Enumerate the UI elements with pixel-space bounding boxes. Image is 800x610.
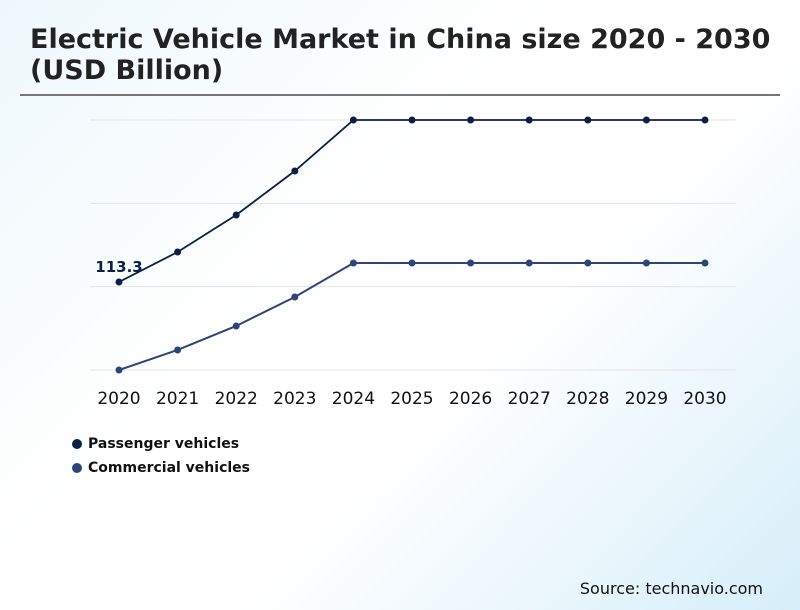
x-tick-label: 2027 xyxy=(508,389,551,409)
data-point xyxy=(525,259,533,267)
data-point xyxy=(642,116,650,124)
data-point xyxy=(174,248,182,256)
series-line-0 xyxy=(118,119,705,283)
data-point xyxy=(232,211,240,219)
data-point xyxy=(174,346,182,354)
x-tick-label: 2028 xyxy=(566,389,609,409)
x-tick-label: 2026 xyxy=(449,389,492,409)
legend-label: Passenger vehicles xyxy=(88,436,240,452)
legend-label: Commercial vehicles xyxy=(88,460,250,476)
x-tick-label: 2030 xyxy=(683,389,726,409)
x-tick-label: 2029 xyxy=(625,389,668,409)
x-tick-label: 2021 xyxy=(156,389,199,409)
data-point xyxy=(349,116,357,124)
data-point xyxy=(525,116,533,124)
data-point xyxy=(291,293,299,301)
data-point xyxy=(701,116,709,124)
x-tick-label: 2024 xyxy=(332,389,375,409)
data-point xyxy=(232,322,240,330)
data-point xyxy=(115,278,123,286)
data-point xyxy=(408,259,416,267)
x-tick-label: 2025 xyxy=(390,389,433,409)
data-point xyxy=(115,366,123,374)
data-point xyxy=(467,259,475,267)
data-point xyxy=(584,259,592,267)
series-line-1 xyxy=(118,261,705,371)
legend-item-commercial: Commercial vehicles xyxy=(72,460,250,476)
data-point xyxy=(467,116,475,124)
legend-item-passenger: Passenger vehicles xyxy=(72,436,239,452)
data-point xyxy=(408,116,416,124)
legend-marker-icon xyxy=(72,439,82,449)
x-tick-label: 2020 xyxy=(97,389,140,409)
data-point xyxy=(349,259,357,267)
title-divider xyxy=(20,94,780,96)
x-tick-label: 2023 xyxy=(273,389,316,409)
data-point xyxy=(642,259,650,267)
source-note: Source: technavio.com xyxy=(579,579,763,598)
data-point xyxy=(291,167,299,175)
data-point xyxy=(701,259,709,267)
legend-marker-icon xyxy=(72,463,82,473)
x-tick-label: 2022 xyxy=(215,389,258,409)
data-label: 113.3 xyxy=(95,258,142,276)
data-point xyxy=(584,116,592,124)
chart-title: Electric Vehicle Market in China size 20… xyxy=(30,24,771,86)
